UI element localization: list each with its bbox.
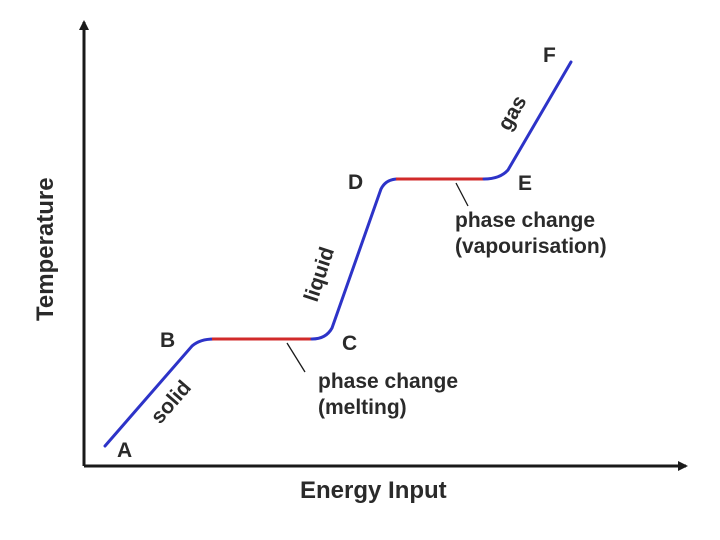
solid-region-label: solid bbox=[146, 376, 196, 428]
vapourisation-note-line1: phase change bbox=[455, 209, 595, 232]
gas-region-label: gas bbox=[493, 92, 531, 135]
liquid-heating-segment bbox=[310, 177, 400, 341]
melting-note-line1: phase change bbox=[318, 370, 458, 393]
point-e-label: E bbox=[518, 172, 532, 195]
point-b-label: B bbox=[160, 329, 175, 352]
point-a-label: A bbox=[117, 439, 132, 462]
vapourisation-leader-line bbox=[455, 182, 469, 207]
y-axis-label: Temperature bbox=[32, 177, 59, 321]
x-axis-label: Energy Input bbox=[300, 477, 447, 504]
gas-heating-segment bbox=[482, 60, 573, 181]
liquid-region-label: liquid bbox=[300, 244, 339, 304]
point-f-label: F bbox=[543, 44, 556, 67]
solid-heating-segment bbox=[103, 337, 216, 448]
melting-leader-line bbox=[286, 342, 306, 373]
vapourisation-note-line2: (vapourisation) bbox=[455, 235, 607, 258]
point-c-label: C bbox=[342, 332, 357, 355]
point-d-label: D bbox=[348, 171, 363, 194]
melting-note-line2: (melting) bbox=[318, 396, 407, 419]
